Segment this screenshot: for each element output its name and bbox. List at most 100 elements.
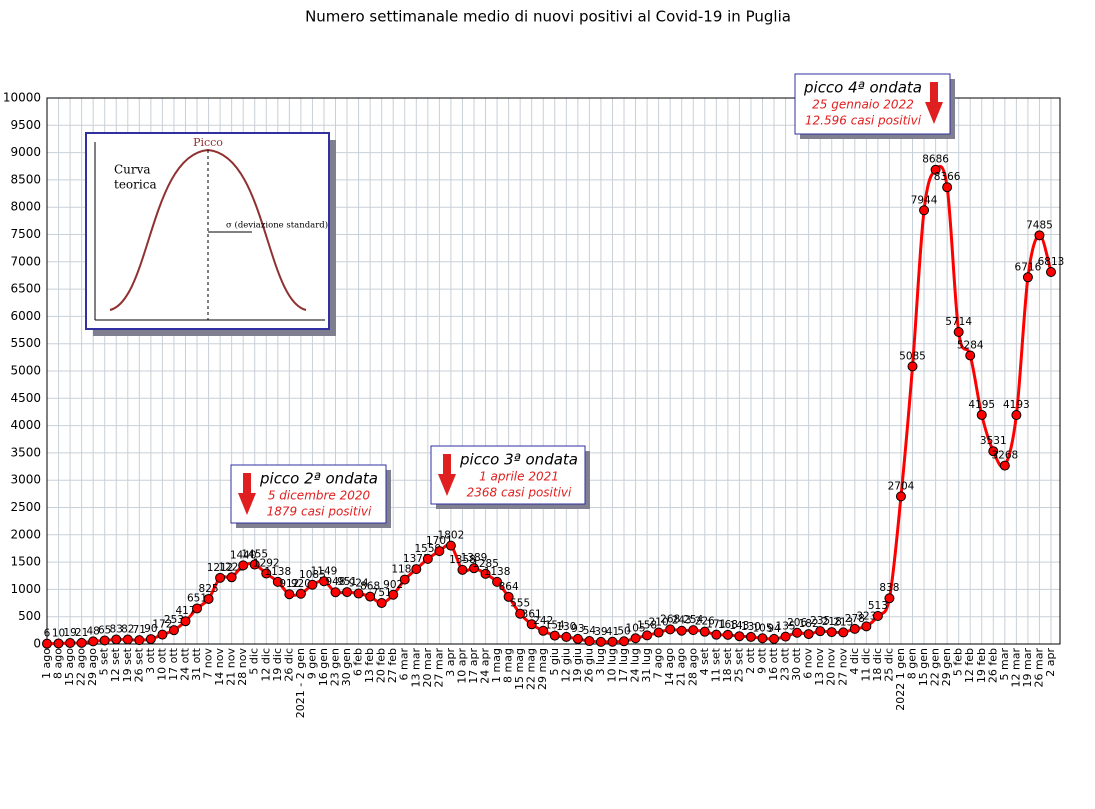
x-tick-label: 7 ago — [652, 648, 665, 679]
x-tick-label: 14 nov — [213, 648, 226, 686]
callout-title: picco 4ª ondata — [803, 79, 922, 97]
x-tick-label: 5 set — [98, 647, 111, 675]
x-tick-label: 3 apr — [444, 648, 457, 677]
x-tick-label: 23 gen — [329, 648, 342, 686]
data-point — [53, 638, 64, 649]
x-tick-label: 2022 1 gen — [894, 648, 907, 711]
data-label: 1180 — [391, 564, 418, 576]
data-label: 3268 — [991, 450, 1018, 462]
data-label: 951 — [337, 576, 357, 588]
data-point — [318, 576, 329, 587]
data-label: 1212 — [207, 562, 234, 574]
data-label: 154 — [545, 620, 565, 632]
x-tick-label: 11 dic — [859, 648, 872, 682]
data-label: 243 — [672, 615, 692, 627]
x-tick-label: 15 mag — [513, 648, 526, 690]
x-tick-label: 8 mag — [502, 648, 515, 683]
data-point — [642, 630, 653, 641]
y-tick-label: 8500 — [10, 172, 41, 186]
data-label: 48 — [86, 625, 99, 637]
data-point — [468, 563, 479, 574]
x-tick-label: 11 set — [709, 647, 722, 682]
data-label: 210 — [649, 617, 669, 629]
x-tick-label: 20 feb — [375, 648, 388, 683]
data-label: 838 — [879, 582, 899, 594]
x-tick-label: 2 apr — [1044, 648, 1057, 677]
data-point — [757, 633, 768, 644]
data-label: 1371 — [403, 553, 430, 565]
y-tick-label: 6000 — [10, 309, 41, 323]
x-tick-label: 26 giu — [582, 648, 595, 683]
data-point — [503, 591, 514, 602]
data-label: 218 — [822, 616, 842, 628]
x-tick-label: 12 giu — [559, 648, 572, 683]
x-tick-label: 6 feb — [352, 648, 365, 676]
data-point — [399, 574, 410, 585]
data-point — [907, 361, 918, 372]
callout-box — [794, 73, 951, 135]
data-label: 361 — [522, 608, 542, 620]
x-tick-label: 30 ott — [790, 647, 803, 681]
data-point — [803, 629, 814, 640]
x-tick-label: 18 dic — [871, 648, 884, 682]
data-point — [76, 637, 87, 648]
data-point — [365, 591, 376, 602]
data-label: 213 — [833, 616, 853, 628]
data-point — [134, 635, 145, 646]
data-point — [492, 576, 503, 587]
data-point — [226, 572, 237, 583]
x-tick-label: 25 set — [732, 647, 745, 682]
data-label: 41 — [606, 626, 619, 638]
x-tick-label: 13 nov — [813, 648, 826, 686]
data-point — [65, 637, 76, 648]
data-point — [295, 588, 306, 599]
y-tick-label: 10000 — [3, 91, 41, 105]
data-point — [815, 626, 826, 637]
data-label: 54 — [583, 625, 597, 637]
callout-box — [230, 464, 387, 524]
x-tick-label: 20 mar — [421, 648, 434, 688]
data-label: 902 — [383, 579, 403, 591]
data-point — [780, 631, 791, 642]
callout-title: picco 3ª ondata — [459, 451, 578, 469]
data-point — [653, 627, 664, 638]
callout-box — [430, 445, 586, 505]
data-label: 1149 — [311, 565, 338, 577]
x-tick-label: 14 ago — [663, 648, 676, 686]
x-tick-label: 8 ago — [52, 648, 65, 679]
arrow-head — [238, 493, 256, 515]
data-point — [238, 560, 249, 571]
data-label: 82 — [121, 624, 134, 636]
data-point — [792, 627, 803, 638]
data-point — [872, 610, 883, 621]
x-tick-label: 19 giu — [571, 648, 584, 683]
data-label: 513 — [868, 600, 888, 612]
data-label: 278 — [845, 613, 865, 625]
x-tick-label: 3 lug — [594, 648, 607, 676]
x-tick-label: 1 ago — [40, 648, 53, 679]
data-label: 1358 — [449, 554, 476, 566]
x-tick-label: 20 nov — [825, 648, 838, 686]
data-point — [849, 623, 860, 634]
x-tick-label: 24 ott — [178, 647, 191, 681]
data-label: 1085 — [299, 569, 326, 581]
y-tick-label: 3000 — [10, 473, 41, 487]
x-tick-label: 1 mag — [490, 648, 503, 683]
data-point — [480, 568, 491, 579]
data-point — [630, 633, 641, 644]
data-point — [895, 491, 906, 502]
data-label: 825 — [199, 583, 219, 595]
y-tick-label: 9000 — [10, 145, 41, 159]
inset-curve-label: Curva — [114, 163, 151, 177]
x-tick-label: 2021 - 2 gen — [294, 648, 307, 718]
x-tick-label: 17 ott — [167, 647, 180, 681]
y-tick-label: 0 — [33, 637, 41, 651]
x-tick-label: 24 apr — [479, 648, 492, 684]
data-point — [769, 633, 780, 644]
x-tick-label: 15 ago — [63, 648, 76, 686]
data-point — [526, 619, 537, 630]
arrow-shaft — [443, 454, 451, 476]
x-tick-label: 19 mar — [1021, 648, 1034, 688]
data-label: 864 — [499, 581, 519, 593]
data-point — [168, 625, 179, 636]
